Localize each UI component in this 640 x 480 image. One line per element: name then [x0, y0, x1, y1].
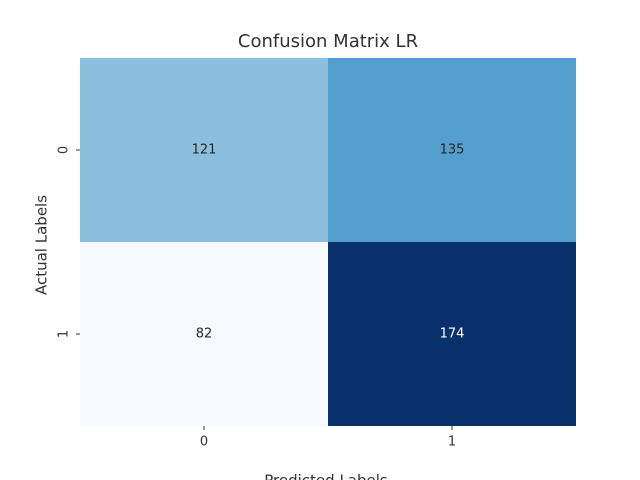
heatmap-cell [328, 242, 576, 426]
heatmap-cell [80, 242, 328, 426]
x-tick-label: 0 [200, 435, 208, 450]
y-tick-label: 1 [57, 330, 72, 338]
x-axis-label: Predicted Labels [264, 472, 388, 480]
cell-label: 174 [440, 327, 465, 342]
cell-label: 135 [440, 143, 465, 158]
cell-label: 82 [196, 327, 213, 342]
y-tick-label: 0 [57, 146, 72, 154]
cell-label: 121 [192, 143, 217, 158]
chart-title: Confusion Matrix LR [238, 31, 418, 52]
y-axis-label: Actual Labels [33, 195, 51, 295]
heatmap-cell [80, 58, 328, 242]
heatmap-cell [328, 58, 576, 242]
x-tick-label: 1 [448, 435, 456, 450]
